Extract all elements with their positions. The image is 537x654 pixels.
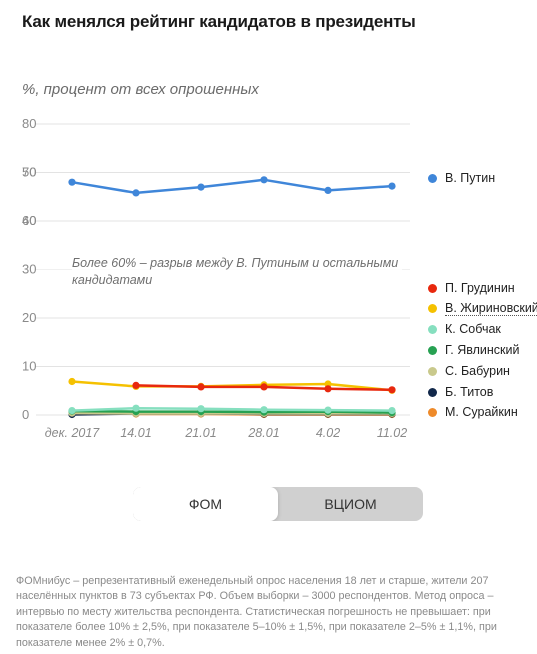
y-tick-label: 40 [22,213,36,228]
y-tick-label: 70 [22,165,36,180]
data-point [68,407,76,415]
legend-swatch [428,173,437,183]
x-tick-label: 28.01 [247,426,279,440]
toggle-fom-button[interactable]: ФОМ [133,487,278,521]
toggle-vciom-button[interactable]: ВЦИОМ [324,496,377,512]
y-tick-label: 30 [22,262,36,277]
chart-annotation: Более 60% – разрыв между В. Путиным и ос… [72,255,402,289]
legend-swatch [428,304,437,313]
legend-item: В. Путин [428,171,495,185]
legend-label: П. Грудинин [445,281,515,295]
data-point [197,183,205,191]
legend-label: С. Бабурин [445,364,510,378]
legend-swatch [428,345,437,355]
y-tick-label: 50 [22,165,36,180]
legend-label: В. Путин [445,171,496,185]
x-tick-label: 14.01 [120,426,151,440]
legend-swatch [428,324,437,334]
legend-label: К. Собчак [445,322,501,336]
legend-item: Б. Титов [428,385,493,399]
data-point [260,176,268,184]
legend-item: В. Жириновский [428,301,537,316]
data-point [68,178,76,186]
x-tick-label: 11.02 [377,426,407,440]
data-point [197,405,205,413]
legend-swatch [428,407,437,417]
legend-swatch [428,366,437,376]
data-point [260,383,268,391]
legend-swatch [428,387,437,397]
y-tick-label: 20 [22,310,36,325]
series-line [71,178,393,195]
x-tick-label: 4.02 [316,426,340,440]
series-line [71,409,393,414]
data-point [68,377,76,386]
data-point [132,381,140,389]
legend-item: С. Бабурин [428,364,510,378]
legend-item: П. Грудинин [428,281,515,295]
legend-label: В. Жириновский [445,301,537,316]
data-point [260,406,268,414]
y-tick-label: 10 [22,359,36,374]
legend-swatch [428,283,437,293]
data-point [197,383,205,391]
x-tick-label: дек. 2017 [45,426,101,440]
legend-item: К. Собчак [428,322,501,336]
footnote: ФОМнибус – репрезентативный еженедельный… [16,575,497,649]
chart-title: Как менялся рейтинг кандидатов в президе… [22,12,416,31]
y-tick-label: 0 [22,407,29,422]
data-point [132,404,140,412]
x-tick-label: 21.01 [184,426,216,440]
legend-item: М. Сурайкин [428,405,518,419]
source-toggle[interactable]: ФОМ ВЦИОМ [133,487,423,521]
data-point [324,186,332,194]
y-axis-unit-label: %, процент от всех опрошенных [22,81,259,98]
data-point [388,407,396,415]
data-point [324,406,332,414]
y-tick-label: 80 [22,116,36,131]
legend-item: Г. Явлинский [428,343,519,357]
legend-label: М. Сурайкин [445,405,518,419]
series-line [71,406,393,412]
data-point [388,386,396,394]
y-tick-label: 60 [22,213,36,228]
legend-label: Г. Явлинский [445,343,520,357]
data-point [324,385,332,393]
data-point [132,189,140,197]
data-point [388,182,396,190]
legend-label: Б. Титов [445,385,494,399]
